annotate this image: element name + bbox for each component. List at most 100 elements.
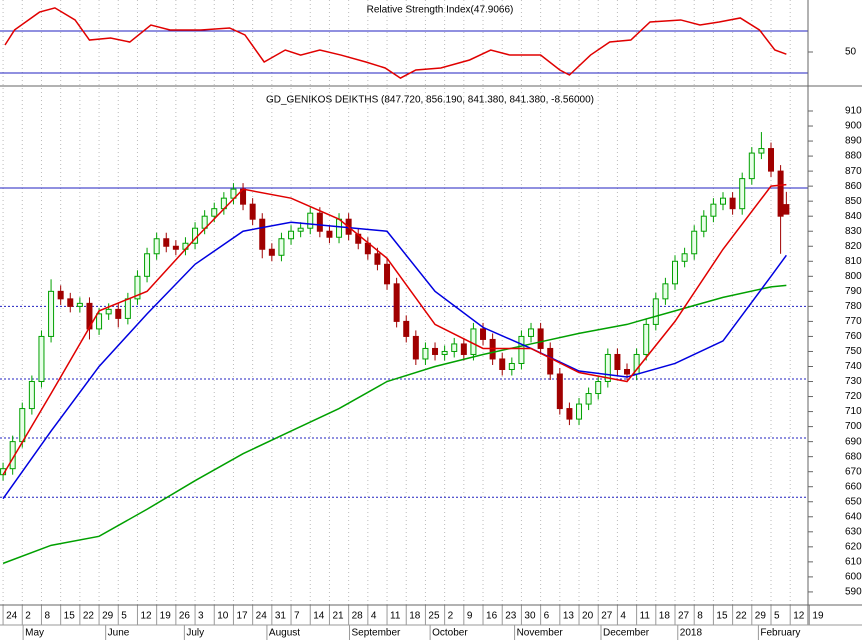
month-label: October <box>432 628 468 639</box>
candle-body <box>403 320 410 337</box>
y-tick-label: 810 <box>845 256 862 267</box>
x-tick-label: 2 <box>448 611 454 622</box>
x-tick-label: 29 <box>102 611 114 622</box>
y-tick-label: 870 <box>845 166 862 177</box>
y-tick-label: 50 <box>845 47 857 58</box>
candle-body <box>681 253 688 262</box>
y-tick-label: 720 <box>845 391 862 402</box>
y-tick-label: 640 <box>845 511 862 522</box>
month-label: June <box>108 628 130 639</box>
candle-body <box>595 381 602 395</box>
x-tick-label: 25 <box>428 611 440 622</box>
y-tick-label: 770 <box>845 316 862 327</box>
candle-body <box>652 298 659 325</box>
y-tick-label: 590 <box>845 587 862 598</box>
y-tick-label: 660 <box>845 481 862 492</box>
x-tick-label: 23 <box>505 611 517 622</box>
series-line <box>2 183 787 476</box>
y-tick-label: 780 <box>845 301 862 312</box>
candle-body <box>441 350 448 355</box>
candle-body <box>172 245 179 250</box>
x-tick-label: 30 <box>524 611 536 622</box>
candle-body <box>48 290 55 337</box>
x-tick-label: 24 <box>6 611 18 622</box>
candle-body <box>499 358 506 370</box>
candle-body <box>259 218 266 250</box>
candle-body <box>144 253 151 277</box>
y-tick-label: 850 <box>845 196 862 207</box>
x-tick-label: 18 <box>659 611 671 622</box>
x-tick-label: 8 <box>44 611 50 622</box>
x-tick-label: 4 <box>371 611 377 622</box>
x-tick-label: 19 <box>160 611 172 622</box>
candle-body <box>57 290 64 300</box>
candle-body <box>585 393 592 405</box>
x-tick-label: 20 <box>582 611 594 622</box>
candle-body <box>489 338 496 360</box>
x-tick-label: 24 <box>256 611 268 622</box>
month-label: February <box>760 628 800 639</box>
x-tick-label: 22 <box>736 611 748 622</box>
rsi-plot <box>0 0 808 85</box>
candle-body <box>412 335 419 360</box>
y-tick-label: 670 <box>845 466 862 477</box>
candle-body <box>422 347 429 360</box>
x-tick-label: 17 <box>236 611 248 622</box>
candle-body <box>28 381 35 410</box>
price-title: GD_GENIKOS DEIKTHS (847.720, 856.190, 84… <box>266 95 594 106</box>
candle-body <box>153 238 160 255</box>
x-tick-label: 10 <box>217 611 229 622</box>
month-label: 2018 <box>680 628 703 639</box>
y-tick-label: 790 <box>845 286 862 297</box>
candle-body <box>643 323 650 355</box>
x-tick-label: 15 <box>716 611 728 622</box>
y-tick-label: 620 <box>845 541 862 552</box>
x-tick-label: 6 <box>544 611 550 622</box>
candle-body <box>124 298 131 319</box>
axes: 24 2 8 15 22 29 5 12 19 26 3 10 17 24 31 7 14 21 28 4 11 18 25… <box>2 47 862 640</box>
y-tick-label: 710 <box>845 406 862 417</box>
candle-body <box>720 197 727 205</box>
y-tick-label: 900 <box>845 121 862 132</box>
candle-body <box>508 362 515 370</box>
candle-body <box>38 335 45 383</box>
y-tick-label: 880 <box>845 151 862 162</box>
y-tick-label: 680 <box>845 451 862 462</box>
x-tick-label: 5 <box>121 611 127 622</box>
x-tick-label: 11 <box>390 611 401 622</box>
y-tick-label: 690 <box>845 436 862 447</box>
month-label: August <box>269 628 300 639</box>
month-label: May <box>25 628 44 639</box>
candle-body <box>384 263 391 285</box>
price-plot <box>0 88 808 605</box>
candle-body <box>432 347 439 355</box>
candle-body <box>470 328 477 355</box>
x-tick-label: 19 <box>812 611 824 622</box>
candle-body <box>393 283 400 322</box>
candle-body <box>460 343 467 355</box>
y-tick-label: 600 <box>845 572 862 583</box>
candle-body <box>307 212 314 229</box>
candle-body <box>691 230 698 255</box>
candle-body <box>278 238 285 256</box>
x-tick-label: 28 <box>352 611 364 622</box>
candle-body <box>537 328 544 349</box>
x-tick-label: 27 <box>678 611 690 622</box>
x-tick-label: 5 <box>774 611 780 622</box>
y-tick-label: 800 <box>845 271 862 282</box>
x-tick-label: 14 <box>313 611 325 622</box>
candle-body <box>748 152 755 180</box>
candle-body <box>662 283 669 300</box>
x-tick-label: 27 <box>601 611 613 622</box>
candle-body <box>480 328 487 340</box>
candle-body <box>288 230 295 240</box>
series-line <box>4 7 787 79</box>
candle-body <box>297 227 304 232</box>
y-tick-label: 830 <box>845 226 862 237</box>
candle-body <box>556 373 563 410</box>
candle-body <box>777 170 784 217</box>
candle-body <box>374 253 381 265</box>
candle-body <box>249 203 256 220</box>
